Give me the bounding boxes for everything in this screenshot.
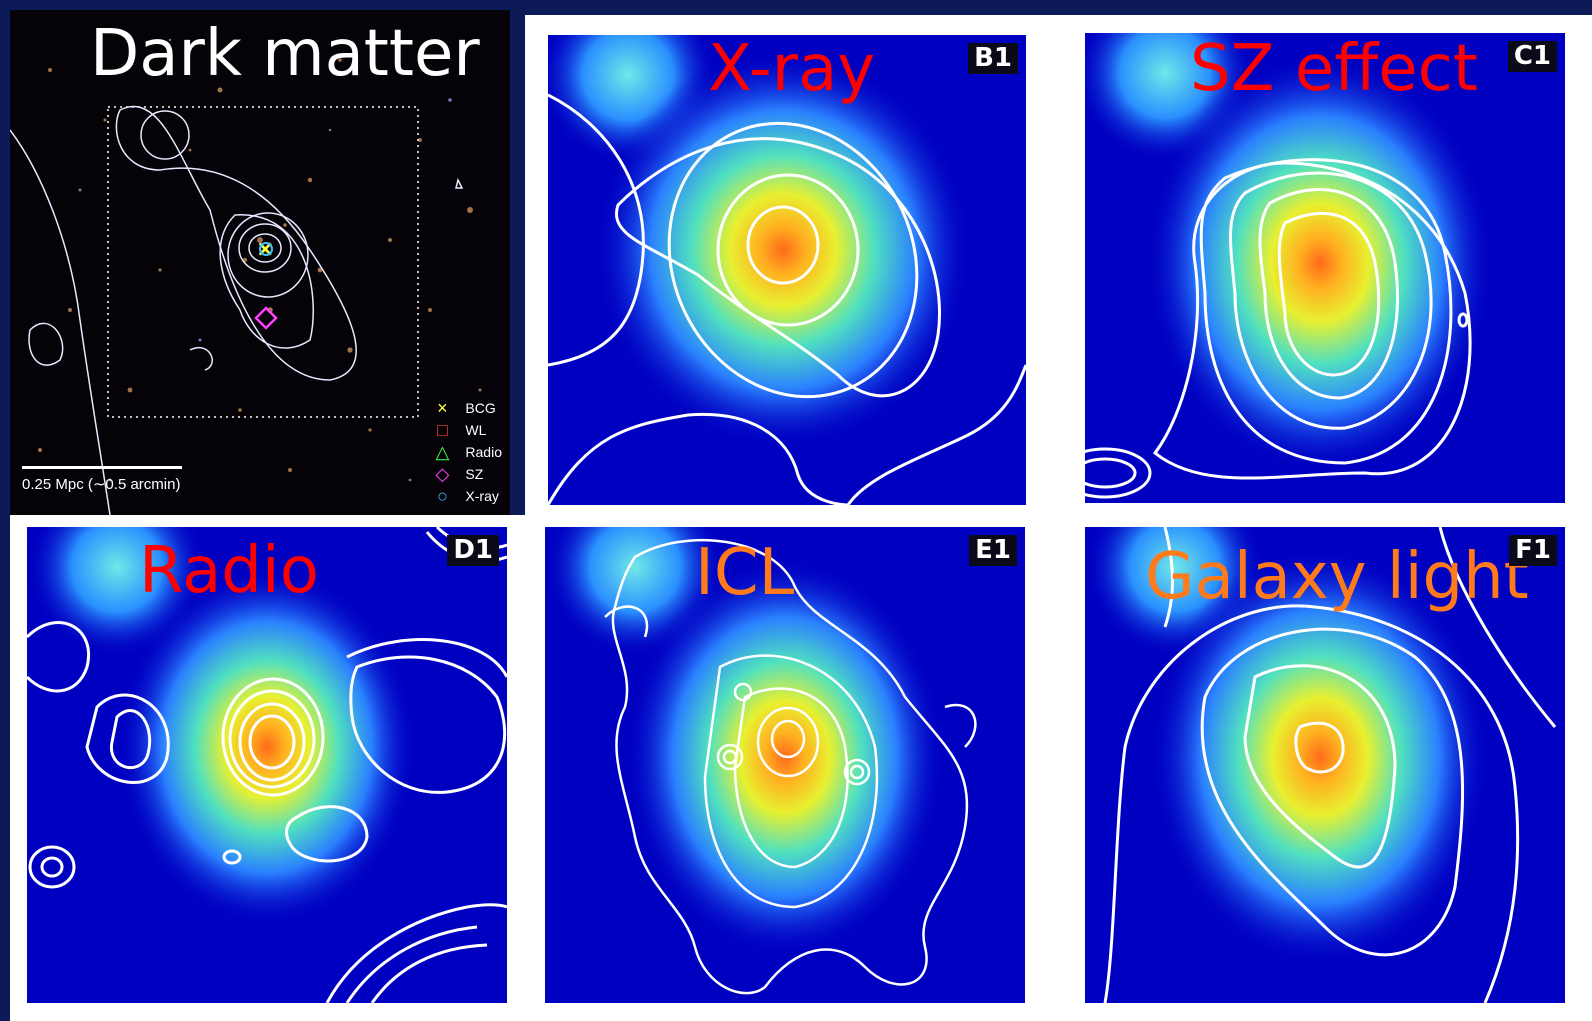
legend-item: ◇ SZ xyxy=(431,463,502,485)
sz-heatmap xyxy=(1085,33,1495,499)
panel-label: F1 xyxy=(1509,535,1557,567)
panel-sz: SZ effect C1 xyxy=(1085,33,1565,503)
panel-title: Dark matter xyxy=(90,17,480,91)
legend-item: □ WL xyxy=(431,419,502,441)
panel-galaxy-light: Galaxy light F1 xyxy=(1085,527,1565,1003)
panel-icl: ICL E1 xyxy=(545,527,1025,1003)
panel-label: E1 xyxy=(969,535,1017,567)
panel-title: X-ray xyxy=(708,35,876,106)
galaxy-light-heatmap xyxy=(1085,527,1557,1003)
legend-item: ○ X-ray xyxy=(431,485,502,507)
panel-radio: Radio D1 xyxy=(27,527,507,1003)
legend-label: WL xyxy=(465,422,487,438)
scale-bar: 0.25 Mpc (∼0.5 arcmin) xyxy=(22,466,182,493)
panel-xray: X-ray B1 xyxy=(548,35,1026,505)
legend-label: BCG xyxy=(465,400,496,416)
panel-title: ICL xyxy=(695,536,795,610)
panel-title: SZ effect xyxy=(1190,33,1478,106)
legend-symbol: △ xyxy=(435,442,450,462)
panel-label: C1 xyxy=(1507,41,1557,73)
panel-dark-matter: × Dark matter 0.25 Mpc (∼0.5 arcmin) × BC… xyxy=(10,10,510,515)
legend-item: × BCG xyxy=(431,397,502,419)
dark-matter-image: × xyxy=(10,38,482,515)
legend-label: X-ray xyxy=(465,488,499,504)
panel-label: D1 xyxy=(447,535,499,567)
panel-label: B1 xyxy=(968,43,1018,75)
panel-title: Radio xyxy=(139,534,319,608)
legend-symbol: × xyxy=(437,398,448,418)
marker-legend: × BCG □ WL △ Radio ◇ SZ ○ X-ray xyxy=(431,397,502,507)
legend-item: △ Radio xyxy=(431,441,502,463)
legend-label: Radio xyxy=(465,444,502,460)
legend-symbol: □ xyxy=(436,420,448,440)
icl-heatmap xyxy=(545,527,977,995)
legend-symbol: ◇ xyxy=(435,464,450,484)
panel-title: Galaxy light xyxy=(1145,540,1529,614)
legend-label: SZ xyxy=(465,466,484,482)
xray-heatmap xyxy=(548,35,1026,505)
legend-symbol: ○ xyxy=(436,486,448,506)
scale-label: 0.25 Mpc (∼0.5 arcmin) xyxy=(22,476,181,493)
